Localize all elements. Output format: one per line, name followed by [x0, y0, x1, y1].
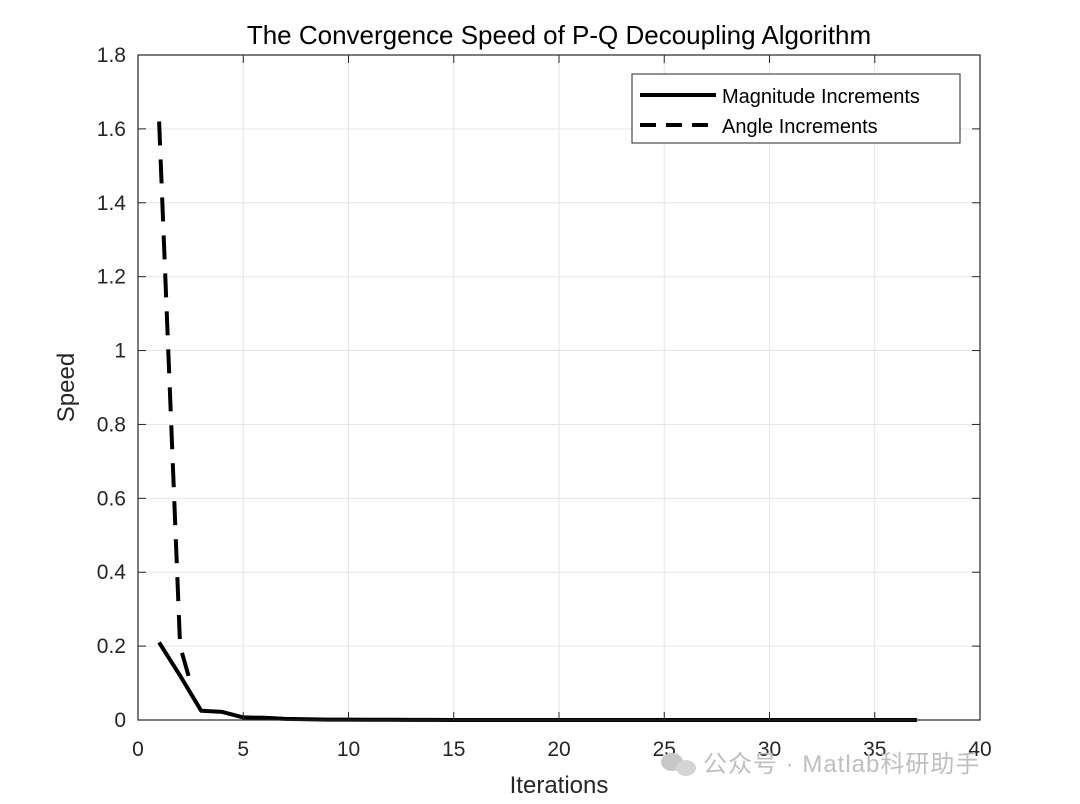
y-tick-label: 0.6 [97, 487, 126, 510]
x-tick-label: 0 [132, 738, 144, 761]
x-tick-label: 20 [547, 738, 570, 761]
x-axis-label: Iterations [510, 772, 609, 799]
x-tick-label: 35 [863, 738, 886, 761]
x-tick-label: 30 [758, 738, 781, 761]
legend-label-angle: Angle Increments [722, 116, 878, 138]
x-tick-label: 10 [337, 738, 360, 761]
y-axis-label: Speed [53, 353, 80, 422]
axis-ticks: 0 5 10 15 20 25 30 35 4000.20.40.60.811.21.41.61… [97, 44, 992, 761]
y-tick-label: 1 [114, 340, 126, 363]
grid-lines [137, 54, 981, 721]
legend-label-magnitude: Magnitude Increments [722, 86, 920, 108]
y-tick-label: 1.4 [97, 192, 127, 215]
y-tick-label: 1.8 [97, 44, 126, 67]
legend-box [631, 73, 961, 144]
watermark: 公众号 · Matlab科研助手 [661, 751, 980, 778]
y-tick-label: 0.8 [97, 413, 126, 436]
series-line-angle [157, 121, 193, 684]
x-tick-label: 15 [442, 738, 465, 761]
wechat-icon [661, 753, 696, 776]
y-tick-label: 1.6 [97, 118, 126, 141]
x-tick-label: 5 [237, 738, 249, 761]
y-tick-label: 0 [114, 709, 126, 732]
series-line-magnitude [157, 641, 917, 722]
y-tick-label: 0.2 [97, 635, 126, 658]
y-tick-label: 0.4 [97, 561, 127, 584]
chart-legend: Magnitude Increments Angle Increments [631, 73, 961, 144]
plot-series [157, 121, 917, 722]
chart-title: The Convergence Speed of P-Q Decoupling … [247, 20, 871, 50]
y-tick-label: 1.2 [97, 266, 126, 289]
watermark-text: 公众号 · Matlab科研助手 [703, 751, 980, 778]
x-tick-label: 40 [968, 738, 991, 761]
